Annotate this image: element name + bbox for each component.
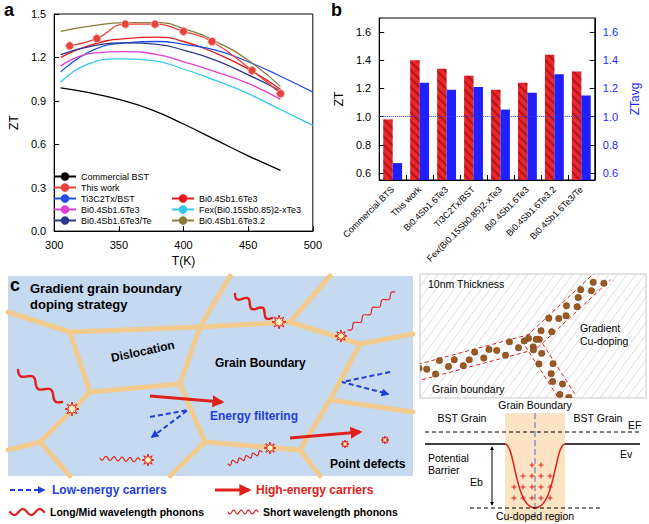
- svg-text:350: 350: [110, 239, 128, 251]
- svg-text:This work: This work: [81, 183, 120, 193]
- svg-text:doping strategy: doping strategy: [30, 297, 128, 312]
- svg-text:1.4: 1.4: [603, 54, 618, 66]
- svg-text:Cu-doping: Cu-doping: [580, 335, 629, 347]
- svg-text:1.6: 1.6: [356, 26, 371, 38]
- svg-text:Ti3C2Tx/BST: Ti3C2Tx/BST: [81, 194, 135, 204]
- svg-text:Dislocation: Dislocation: [110, 338, 176, 365]
- svg-text:T(K): T(K): [172, 254, 195, 268]
- svg-text:Gradient: Gradient: [580, 322, 620, 334]
- svg-text:a: a: [4, 0, 15, 20]
- svg-text:1.2: 1.2: [31, 51, 46, 63]
- svg-text:c: c: [10, 275, 20, 295]
- svg-text:0.6: 0.6: [356, 167, 371, 179]
- svg-text:10nm Thickness: 10nm Thickness: [428, 278, 504, 290]
- svg-text:1.2: 1.2: [356, 82, 371, 94]
- svg-text:1.0: 1.0: [603, 111, 618, 123]
- svg-text:This work: This work: [388, 184, 424, 219]
- svg-text:Potential: Potential: [428, 452, 469, 464]
- svg-text:Barrier: Barrier: [428, 464, 460, 476]
- svg-text:Eb: Eb: [470, 476, 483, 488]
- svg-text:Fex(Bi0.15Sb0.85)2-xTe3: Fex(Bi0.15Sb0.85)2-xTe3: [424, 184, 504, 264]
- svg-text:Bi0.4Sb1.6Te3: Bi0.4Sb1.6Te3: [482, 184, 531, 233]
- svg-text:300: 300: [45, 239, 63, 251]
- svg-text:Low-energy carriers: Low-energy carriers: [52, 483, 167, 497]
- svg-text:Short wavelength phonons: Short wavelength phonons: [263, 506, 398, 518]
- svg-text:ZT: ZT: [332, 91, 346, 106]
- svg-text:0.0: 0.0: [31, 225, 46, 237]
- svg-text:400: 400: [174, 239, 192, 251]
- svg-text:Cu-doped region: Cu-doped region: [496, 510, 574, 522]
- svg-text:1.0: 1.0: [356, 111, 371, 123]
- svg-text:Ti3C2Tx/BST: Ti3C2Tx/BST: [432, 184, 478, 230]
- svg-text:1.5: 1.5: [31, 8, 46, 20]
- svg-text:Commercial BTS: Commercial BTS: [341, 184, 397, 240]
- svg-text:BST Grain: BST Grain: [438, 412, 487, 424]
- svg-text:Grain boundary: Grain boundary: [432, 383, 505, 395]
- svg-text:Bi0.4Sb1.6Te3/Te: Bi0.4Sb1.6Te3/Te: [528, 184, 585, 241]
- svg-text:0.6: 0.6: [31, 138, 46, 150]
- svg-text:Grain Boundary: Grain Boundary: [215, 356, 306, 370]
- svg-text:ZTavg: ZTavg: [628, 83, 642, 116]
- svg-text:1.2: 1.2: [603, 82, 618, 94]
- svg-text:Point defects: Point defects: [330, 457, 406, 471]
- svg-text:Bi0.4Sb1.6Te3.2: Bi0.4Sb1.6Te3.2: [199, 216, 265, 226]
- svg-text:Bi0.4Sb1.6Te3: Bi0.4Sb1.6Te3: [401, 184, 451, 233]
- svg-text:Grain Boundary: Grain Boundary: [498, 399, 572, 411]
- svg-text:0.6: 0.6: [603, 167, 618, 179]
- svg-text:0.8: 0.8: [603, 139, 618, 151]
- svg-text:Bi0.4Sb1.6Te3: Bi0.4Sb1.6Te3: [199, 194, 258, 204]
- svg-text:Ev: Ev: [620, 448, 633, 460]
- svg-text:0.9: 0.9: [31, 95, 46, 107]
- svg-text:EF: EF: [628, 419, 641, 431]
- svg-text:1.4: 1.4: [356, 54, 371, 66]
- svg-text:500: 500: [304, 239, 322, 251]
- svg-text:1.6: 1.6: [603, 26, 618, 38]
- svg-text:Gradient grain boundary: Gradient grain boundary: [30, 281, 182, 296]
- svg-text:Bi0.4Sb1.6Te3/Te: Bi0.4Sb1.6Te3/Te: [81, 216, 152, 226]
- svg-text:Commercial BST: Commercial BST: [81, 172, 150, 182]
- svg-text:Fex(Bi0.15Sb0.85)2-xTe3: Fex(Bi0.15Sb0.85)2-xTe3: [199, 205, 301, 215]
- svg-text:Long/Mid wavelength phonons: Long/Mid wavelength phonons: [50, 506, 204, 518]
- svg-text:450: 450: [239, 239, 257, 251]
- svg-text:0.8: 0.8: [356, 139, 371, 151]
- svg-text:Bi0.4Sb1.6Te3.2: Bi0.4Sb1.6Te3.2: [504, 184, 558, 239]
- svg-text:High-energy carriers: High-energy carriers: [256, 483, 374, 497]
- svg-text:Bi0.4Sb1.6Te3: Bi0.4Sb1.6Te3: [81, 205, 140, 215]
- svg-text:0.3: 0.3: [31, 182, 46, 194]
- svg-text:b: b: [331, 0, 342, 20]
- svg-text:Energy filtering: Energy filtering: [210, 409, 298, 423]
- svg-text:ZT: ZT: [7, 115, 21, 130]
- svg-text:BST Grain: BST Grain: [574, 412, 623, 424]
